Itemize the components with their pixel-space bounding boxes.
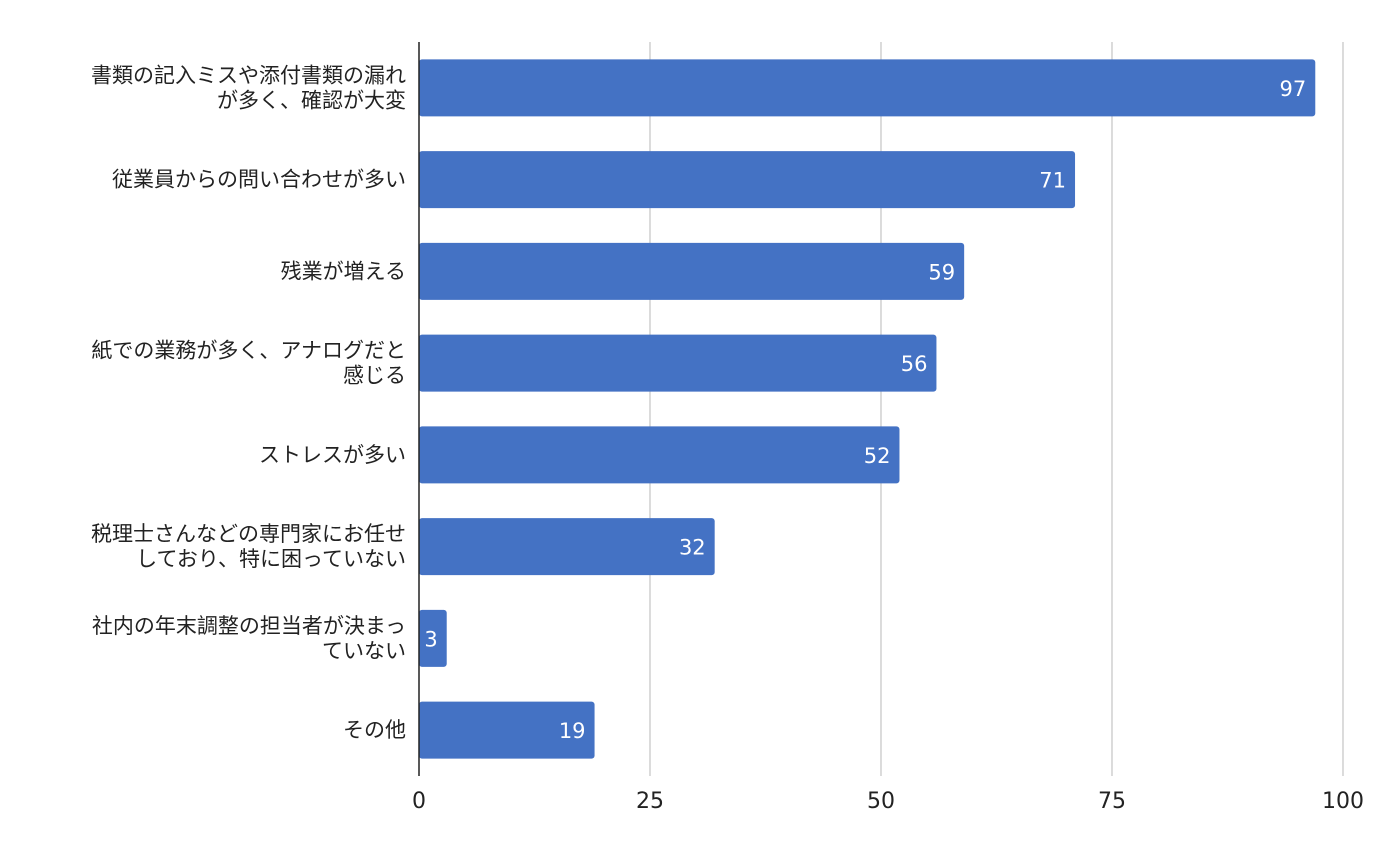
category-labels: 書類の記入ミスや添付書類の漏れが多く、確認が大変従業員からの問い合わせが多い残業…: [91, 63, 406, 742]
data-label-1: 97: [1280, 77, 1307, 101]
category-label-2: 従業員からの問い合わせが多い: [112, 168, 406, 192]
data-label-4: 56: [901, 352, 928, 376]
data-label-5: 52: [864, 444, 891, 468]
x-tick-label-0: 0: [412, 789, 426, 814]
bar-5: [419, 426, 900, 484]
bar-7: [419, 609, 447, 667]
category-label-4: 紙での業務が多く、アナログだと感じる: [91, 339, 406, 388]
bar-3: [419, 242, 965, 300]
category-label-1: 書類の記入ミスや添付書類の漏れが多く、確認が大変: [91, 63, 406, 112]
bar-2: [419, 151, 1076, 209]
x-tick-label-25: 25: [636, 789, 664, 814]
data-label-3: 59: [928, 260, 955, 284]
category-label-8: その他: [343, 718, 406, 742]
data-labels: 97 71 59 56 52 32 3 19: [424, 77, 1306, 743]
category-label-5: ストレスが多い: [259, 443, 406, 467]
x-tick-label-100: 100: [1322, 789, 1364, 814]
bar-8: [419, 701, 595, 759]
data-label-7: 3: [424, 627, 437, 651]
bar-1: [419, 59, 1316, 117]
bar-6: [419, 518, 715, 576]
x-tick-labels: 0 25 50 75 100: [412, 789, 1364, 814]
data-label-8: 19: [559, 719, 586, 743]
data-label-2: 71: [1039, 169, 1066, 193]
x-tick-label-75: 75: [1098, 789, 1126, 814]
category-label-7: 社内の年末調整の担当者が決まっていない: [92, 614, 406, 663]
bars: [419, 59, 1316, 759]
data-label-6: 32: [679, 536, 706, 560]
category-label-6: 税理士さんなどの専門家にお任せしており、特に困っていない: [91, 522, 406, 571]
bar-4: [419, 334, 937, 392]
x-tick-label-50: 50: [867, 789, 895, 814]
category-label-3: 残業が増える: [281, 259, 406, 283]
